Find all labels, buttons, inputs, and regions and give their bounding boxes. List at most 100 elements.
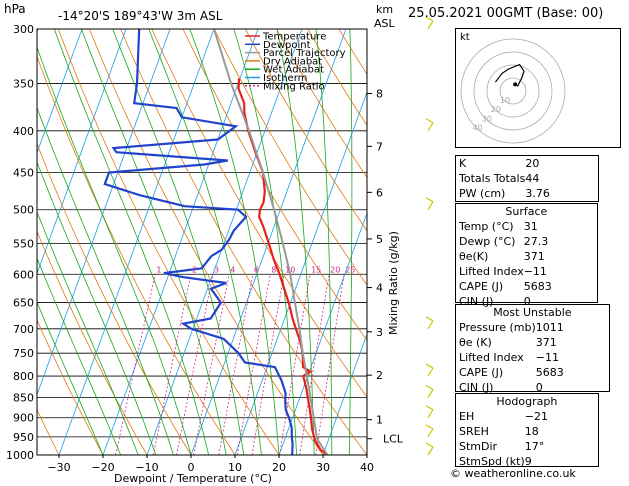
legend-label: Parcel Trajectory xyxy=(263,48,346,59)
datetime-label: 25.05.2021 00GMT (Base: 00) xyxy=(408,6,604,21)
wind-barbs xyxy=(425,16,434,456)
mixing-ratio-line xyxy=(218,274,254,455)
dry-adiabat xyxy=(244,29,367,232)
dry-adiabat xyxy=(37,408,60,455)
most-unstable-value: 5683 xyxy=(535,366,564,379)
km-tick-label: 1 xyxy=(376,414,383,427)
legend-label: Temperature xyxy=(262,32,326,43)
dry-adiabat xyxy=(37,230,148,455)
wet-adiabat xyxy=(148,29,262,455)
background-lines xyxy=(37,29,367,455)
wind-barb-feather xyxy=(425,442,434,448)
most-unstable-row: θe (K) 371 xyxy=(456,335,609,350)
lcl-label: LCL xyxy=(383,433,404,446)
x-tick-label: 30 xyxy=(316,461,330,474)
storm-motion-marker xyxy=(513,82,518,87)
mixing-ratio-label: 20 xyxy=(330,265,340,274)
km-label: km xyxy=(376,3,393,16)
legend-label: Isotherm xyxy=(263,73,307,84)
index-label: K xyxy=(459,157,467,170)
mixing-ratio-axis-title: Mixing Ratio (g/kg) xyxy=(387,231,400,335)
surface-value: 27.3 xyxy=(523,235,549,248)
mixing-ratio-line xyxy=(193,274,230,455)
sounding-series xyxy=(103,29,329,455)
wet-adiabat xyxy=(189,29,280,455)
mixing-ratio-line xyxy=(152,274,192,455)
pressure-tick-label: 350 xyxy=(13,78,34,91)
hodograph-stat-label: EH xyxy=(459,410,475,423)
hodograph-stat-row: StmDir 17° xyxy=(456,439,598,454)
surface-panel: Surface Temp (°C) 31 Dewp (°C) 27.3 θe(K) 371… xyxy=(455,203,598,308)
surface-value: 5683 xyxy=(523,280,552,293)
km-tick-label: 6 xyxy=(376,186,383,199)
hodograph-stat-label: SREH xyxy=(459,425,489,438)
mixing-ratio-label: 2 xyxy=(192,265,197,274)
pressure-tick-label: 400 xyxy=(13,125,34,138)
surface-title: Surface xyxy=(505,205,548,218)
isotherm-line xyxy=(278,211,367,455)
wind-barb-feather xyxy=(425,424,434,430)
surface-row: θe(K) 371 xyxy=(456,249,597,264)
indices-panel: K 20 Totals Totals 44 PW (cm) 3.76 xyxy=(455,155,600,202)
series-parcel-trajectory xyxy=(213,29,329,455)
hodograph-stat-value: 17° xyxy=(524,440,545,453)
most-unstable-label: CAPE (J) xyxy=(459,366,504,379)
dry-adiabat xyxy=(213,29,367,286)
hodograph-ring xyxy=(499,77,527,105)
most-unstable-value: −11 xyxy=(535,351,559,364)
hodograph-stat-label: StmSpd (kt) xyxy=(459,455,525,468)
index-value: 44 xyxy=(525,172,540,185)
pressure-tick-label: 950 xyxy=(13,431,34,444)
hodograph-ring xyxy=(473,51,553,131)
surface-label: Temp (°C) xyxy=(459,220,514,233)
dry-adiabat xyxy=(57,29,280,455)
dry-adiabat xyxy=(276,29,367,179)
pressure-tick-label: 450 xyxy=(13,166,34,179)
index-row: PW (cm) 3.76 xyxy=(456,186,598,201)
pressure-tick-label: 550 xyxy=(13,237,34,250)
wind-barb xyxy=(427,409,434,419)
surface-row: Temp (°C) 31 xyxy=(456,219,597,234)
mixing-ratio-line xyxy=(251,274,285,455)
wind-barb xyxy=(427,201,434,211)
hodograph-stats-panel: Hodograph EH −21 SREH 18 StmDir 17° StmSpd (kt… xyxy=(455,393,599,469)
mixing-ratio-line xyxy=(176,274,214,455)
wet-adiabat xyxy=(81,29,227,455)
mixing-ratio-label: 6 xyxy=(254,265,259,274)
hodograph-ring-label: 20 xyxy=(491,105,501,114)
dry-adiabat xyxy=(182,29,367,342)
mixing-ratio-label: 4 xyxy=(230,265,235,274)
pressure-tick-label: 650 xyxy=(13,297,34,310)
isotherm-line xyxy=(322,332,367,455)
hodograph-stat-value: −21 xyxy=(524,410,548,423)
hodograph-stat-row: StmSpd (kt) 9 xyxy=(456,454,598,469)
wind-barb-feather xyxy=(425,16,434,22)
wet-adiabat xyxy=(348,29,353,455)
pressure-tick-label: 850 xyxy=(13,391,34,404)
isotherm-line xyxy=(37,29,171,396)
surface-label: Lifted Index xyxy=(459,265,524,278)
mixing-ratio-label: 3 xyxy=(214,265,219,274)
x-tick-label: 10 xyxy=(228,461,242,474)
wind-barb xyxy=(427,389,434,398)
wet-adiabat xyxy=(315,29,333,455)
km-tick-label: 4 xyxy=(376,282,383,295)
isotherm-line xyxy=(58,29,215,455)
most-unstable-panel: Most Unstable Pressure (mb) 1011 θe (K) 371… xyxy=(455,304,610,395)
series-dewpoint xyxy=(103,29,294,455)
legend-label: Dry Adiabat xyxy=(263,56,322,67)
most-unstable-label: θe (K) xyxy=(459,336,492,349)
surface-label: Dewp (°C) xyxy=(459,235,516,248)
most-unstable-row: CIN (J) 0 xyxy=(456,380,609,395)
wind-barb-feather xyxy=(425,197,434,203)
hodograph-ring-label: 30 xyxy=(482,114,492,123)
pressure-tick-label: 600 xyxy=(13,268,34,281)
wind-barb-feather xyxy=(425,316,434,322)
hodograph-ring-label: 40 xyxy=(473,123,483,132)
surface-value: −11 xyxy=(523,265,547,278)
wind-barb-feather xyxy=(425,363,434,369)
pressure-tick-label: 800 xyxy=(13,370,34,383)
mixing-ratio-label: 10 xyxy=(285,265,295,274)
hpa-label: hPa xyxy=(4,2,26,16)
